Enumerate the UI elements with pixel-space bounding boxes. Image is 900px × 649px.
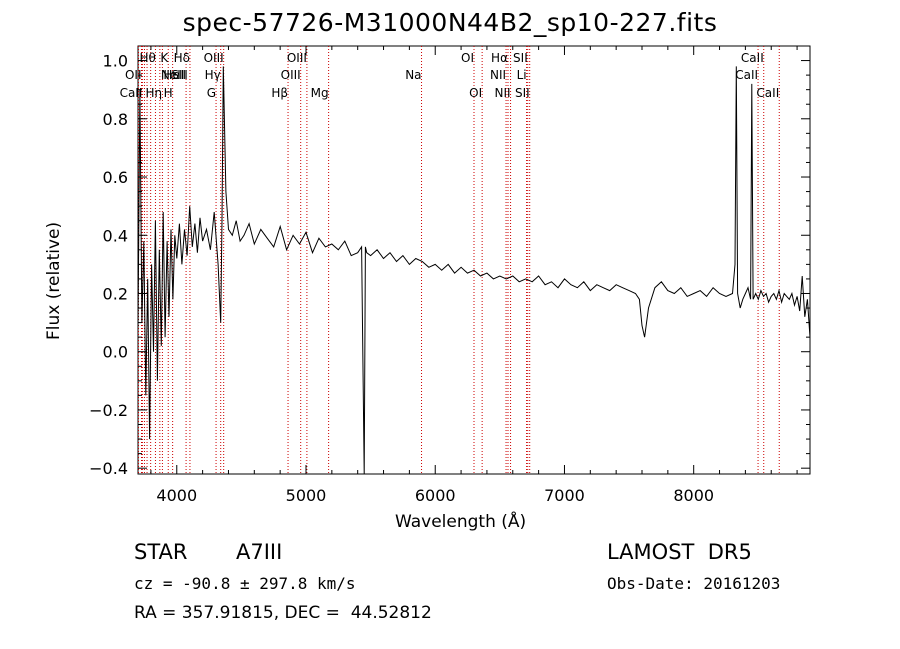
line-marker-label: G — [207, 86, 216, 100]
line-marker-label: OI — [461, 51, 474, 65]
y-tick-label: 0.2 — [103, 284, 128, 303]
line-marker-label: H — [164, 86, 173, 100]
axis-ticks: 4000 5000 6000 7000 8000 −0.4 −0.2 0.0 0.2 0.4 0.6… — [89, 46, 810, 505]
x-tick-label: 5000 — [286, 486, 327, 505]
x-tick-label: 8000 — [673, 486, 714, 505]
line-marker-label: Hη — [145, 86, 162, 100]
line-marker-label: He — [163, 68, 179, 82]
chart-title: spec-57726-M31000N44B2_sp10-227.fits — [182, 8, 718, 37]
x-axis-label: Wavelength (Å) — [395, 512, 527, 532]
line-marker-label: NeIII — [161, 68, 188, 82]
line-marker-label: NII — [495, 86, 511, 100]
line-marker-label: CaII — [741, 51, 764, 65]
y-axis-label: Flux (relative) — [44, 221, 64, 340]
line-marker-label: OIII — [281, 68, 301, 82]
line-marker-label: OIII — [287, 51, 307, 65]
line-marker-label: CaII — [756, 86, 779, 100]
line-marker-label: K — [160, 51, 169, 65]
line-marker-label: Hα — [491, 51, 508, 65]
line-marker-label: Hγ — [205, 68, 221, 82]
y-tick-label: −0.4 — [89, 459, 128, 478]
y-tick-label: 0.8 — [103, 110, 128, 129]
line-marker-label: Hδ — [174, 51, 190, 65]
y-tick-label: 1.0 — [103, 52, 128, 71]
x-tick-label: 6000 — [415, 486, 456, 505]
object-class: STAR — [134, 540, 188, 564]
line-marker-label: SII — [515, 86, 530, 100]
line-markers — [138, 46, 780, 474]
y-tick-label: 0.4 — [103, 226, 128, 245]
coordinates: RA = 357.91815, DEC = 44.52812 — [134, 603, 432, 623]
y-tick-label: −0.2 — [89, 401, 128, 420]
x-tick-label: 4000 — [156, 486, 197, 505]
object-subclass: A7III — [236, 540, 283, 564]
line-marker-label: CaII — [735, 68, 758, 82]
y-tick-label: 0.0 — [103, 343, 128, 362]
line-marker-label: Na — [405, 68, 421, 82]
line-marker-label: OII — [125, 68, 142, 82]
line-marker-label: SII — [513, 51, 528, 65]
line-marker-label: Li — [517, 68, 527, 82]
line-marker-label: OIII — [204, 51, 224, 65]
spectrum-series-line — [137, 66, 811, 475]
line-marker-label: OI — [469, 86, 482, 100]
line-marker-label: NII — [490, 68, 506, 82]
survey-label: LAMOST DR5 — [607, 540, 752, 564]
line-marker-label: CaII — [120, 86, 143, 100]
x-tick-label: 7000 — [544, 486, 585, 505]
obs-date: Obs-Date: 20161203 — [607, 574, 781, 593]
y-tick-label: 0.6 — [103, 168, 128, 187]
line-marker-label: Hβ — [271, 86, 288, 100]
line-marker-label: SII — [171, 68, 186, 82]
line-marker-label: Hθ — [140, 51, 156, 65]
redshift-info: cz = -90.8 ± 297.8 km/s — [134, 574, 356, 593]
line-marker-label: Mg — [311, 86, 329, 100]
